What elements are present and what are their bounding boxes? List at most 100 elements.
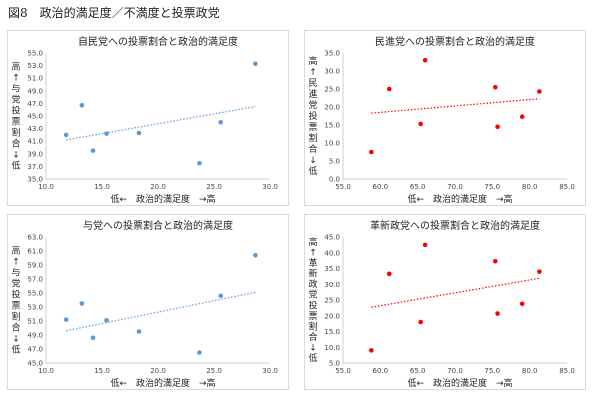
y-axis-label: 高↑民進党投票割合↓低 <box>308 55 317 177</box>
y-tick-label: 51.0 <box>27 318 43 326</box>
data-point <box>197 160 202 166</box>
x-tick-label: 25.0 <box>206 183 222 191</box>
x-axis-label: 低← 政治的満足度 →高 <box>110 377 215 389</box>
data-point <box>422 57 428 63</box>
y-tick-label: 45.0 <box>27 113 43 121</box>
x-tick-label: 55.0 <box>335 367 351 375</box>
data-point <box>369 149 374 155</box>
y-tick-label: 40.0 <box>324 249 340 257</box>
data-point <box>422 242 428 248</box>
x-tick-label: 85.0 <box>559 367 575 375</box>
y-tick-label: 30.0 <box>324 68 340 76</box>
x-tick-label: 10.0 <box>38 367 54 375</box>
x-tick-label: 75.0 <box>485 183 501 191</box>
data-point <box>104 131 109 136</box>
y-tick-label: 43.0 <box>27 125 43 133</box>
x-tick-label: 55.0 <box>335 183 351 191</box>
y-tick-label: 49.0 <box>27 332 43 340</box>
data-point <box>418 319 423 325</box>
y-tick-label: 20.0 <box>324 104 340 112</box>
x-tick-label: 20.0 <box>150 183 166 191</box>
y-tick-label: 15.0 <box>324 122 340 130</box>
data-point <box>136 130 142 136</box>
x-axis-label: 低← 政治的満足度 →高 <box>110 193 215 205</box>
y-tick-label: 59.0 <box>27 262 43 270</box>
scatter-chart-ldp: 自民党への投票割合と政治的満足度 35.0 37.0 39.0 41.0 43.0 45.0… <box>11 35 277 205</box>
x-tick-label: 30.0 <box>262 367 278 375</box>
trend-line <box>371 98 540 114</box>
data-point <box>90 335 96 341</box>
chart-panel-dp: 民進党への投票割合と政治的満足度 0.0 5.0 10.0 15.0 20.0 25.0 30… <box>304 30 586 206</box>
y-tick-label: 55.0 <box>27 290 43 298</box>
data-point <box>253 252 258 258</box>
data-point <box>104 318 109 323</box>
data-point <box>495 124 500 130</box>
data-point <box>79 102 85 108</box>
x-tick-label: 60.0 <box>373 183 389 191</box>
y-tick-label: 49.0 <box>27 87 43 95</box>
y-tick-label: 53.0 <box>27 62 43 70</box>
y-tick-label: 10.0 <box>324 344 340 352</box>
y-tick-label: 5.0 <box>329 360 340 368</box>
x-axis-label: 低← 政治的満足度 →高 <box>407 193 512 205</box>
y-tick-label: 41.0 <box>27 138 43 146</box>
y-tick-label: 25.0 <box>324 86 340 94</box>
data-point <box>418 121 423 127</box>
data-point <box>197 350 202 355</box>
scatter-chart-dp: 民進党への投票割合と政治的満足度 0.0 5.0 10.0 15.0 20.0 25.0 30… <box>308 35 575 205</box>
x-tick-label: 65.0 <box>410 367 426 375</box>
chart-title: 革新政党への投票割合と政治的満足度 <box>370 219 540 232</box>
x-tick-label: 80.0 <box>522 367 538 375</box>
y-tick-label: 61.0 <box>27 248 43 256</box>
data-point <box>537 269 542 274</box>
y-tick-label: 20.0 <box>324 312 340 320</box>
data-point <box>519 114 525 120</box>
x-tick-label: 75.0 <box>485 367 501 375</box>
y-tick-label: 39.0 <box>27 150 43 158</box>
y-tick-label: 37.0 <box>27 163 43 171</box>
data-point <box>79 301 85 306</box>
x-tick-label: 20.0 <box>150 367 166 375</box>
data-point <box>253 61 258 67</box>
y-tick-label: 63.0 <box>27 234 43 242</box>
x-tick-label: 85.0 <box>559 183 575 191</box>
data-point <box>386 86 392 92</box>
y-tick-label: 5.0 <box>329 158 340 166</box>
chart-title: 与党への投票割合と政治的満足度 <box>83 219 233 232</box>
y-tick-label: 15.0 <box>324 328 340 336</box>
y-tick-label: 0.0 <box>329 176 340 184</box>
y-axis-label: 高↑革新政党投票割合↓低 <box>308 236 317 364</box>
data-point <box>63 317 69 322</box>
data-point <box>493 84 498 90</box>
y-axis-label: 高↑与党投票割合↓低 <box>11 61 20 172</box>
x-tick-label: 60.0 <box>373 367 389 375</box>
x-tick-label: 80.0 <box>522 183 538 191</box>
y-tick-label: 35.0 <box>324 265 340 273</box>
y-tick-label: 47.0 <box>27 346 43 354</box>
data-point <box>218 120 224 125</box>
chart-panel-ldp: 自民党への投票割合と政治的満足度 35.0 37.0 39.0 41.0 43.0 45.0… <box>7 30 289 206</box>
x-axis-label: 低← 政治的満足度 →高 <box>407 377 512 389</box>
chart-panel-ruling: 与党への投票割合と政治的満足度 45.0 47.0 49.0 51.0 53.0 55.0 5… <box>7 214 289 390</box>
trend-line <box>66 291 256 332</box>
chart-panel-progressive: 革新政党への投票割合と政治的満足度 5.0 10.0 15.0 20.0 25.0 30.0… <box>304 214 586 390</box>
data-point <box>519 301 525 307</box>
data-point <box>537 89 542 94</box>
y-tick-label: 25.0 <box>324 297 340 305</box>
x-tick-label: 25.0 <box>206 367 222 375</box>
data-point <box>495 311 500 316</box>
y-tick-label: 35.0 <box>27 176 43 184</box>
y-tick-label: 10.0 <box>324 140 340 148</box>
x-tick-label: 15.0 <box>94 183 110 191</box>
y-axis-label: 高↑与党投票割合↓低 <box>11 245 20 356</box>
figure-title: 図8 政治的満足度／不満度と投票政党 <box>8 6 220 20</box>
trend-line <box>371 277 540 308</box>
x-tick-label: 65.0 <box>410 183 426 191</box>
data-point <box>63 132 69 138</box>
x-tick-label: 70.0 <box>447 367 463 375</box>
x-tick-label: 15.0 <box>94 367 110 375</box>
x-tick-label: 10.0 <box>38 183 54 191</box>
data-point <box>90 148 96 153</box>
data-point <box>369 348 374 353</box>
y-tick-label: 55.0 <box>27 50 43 58</box>
